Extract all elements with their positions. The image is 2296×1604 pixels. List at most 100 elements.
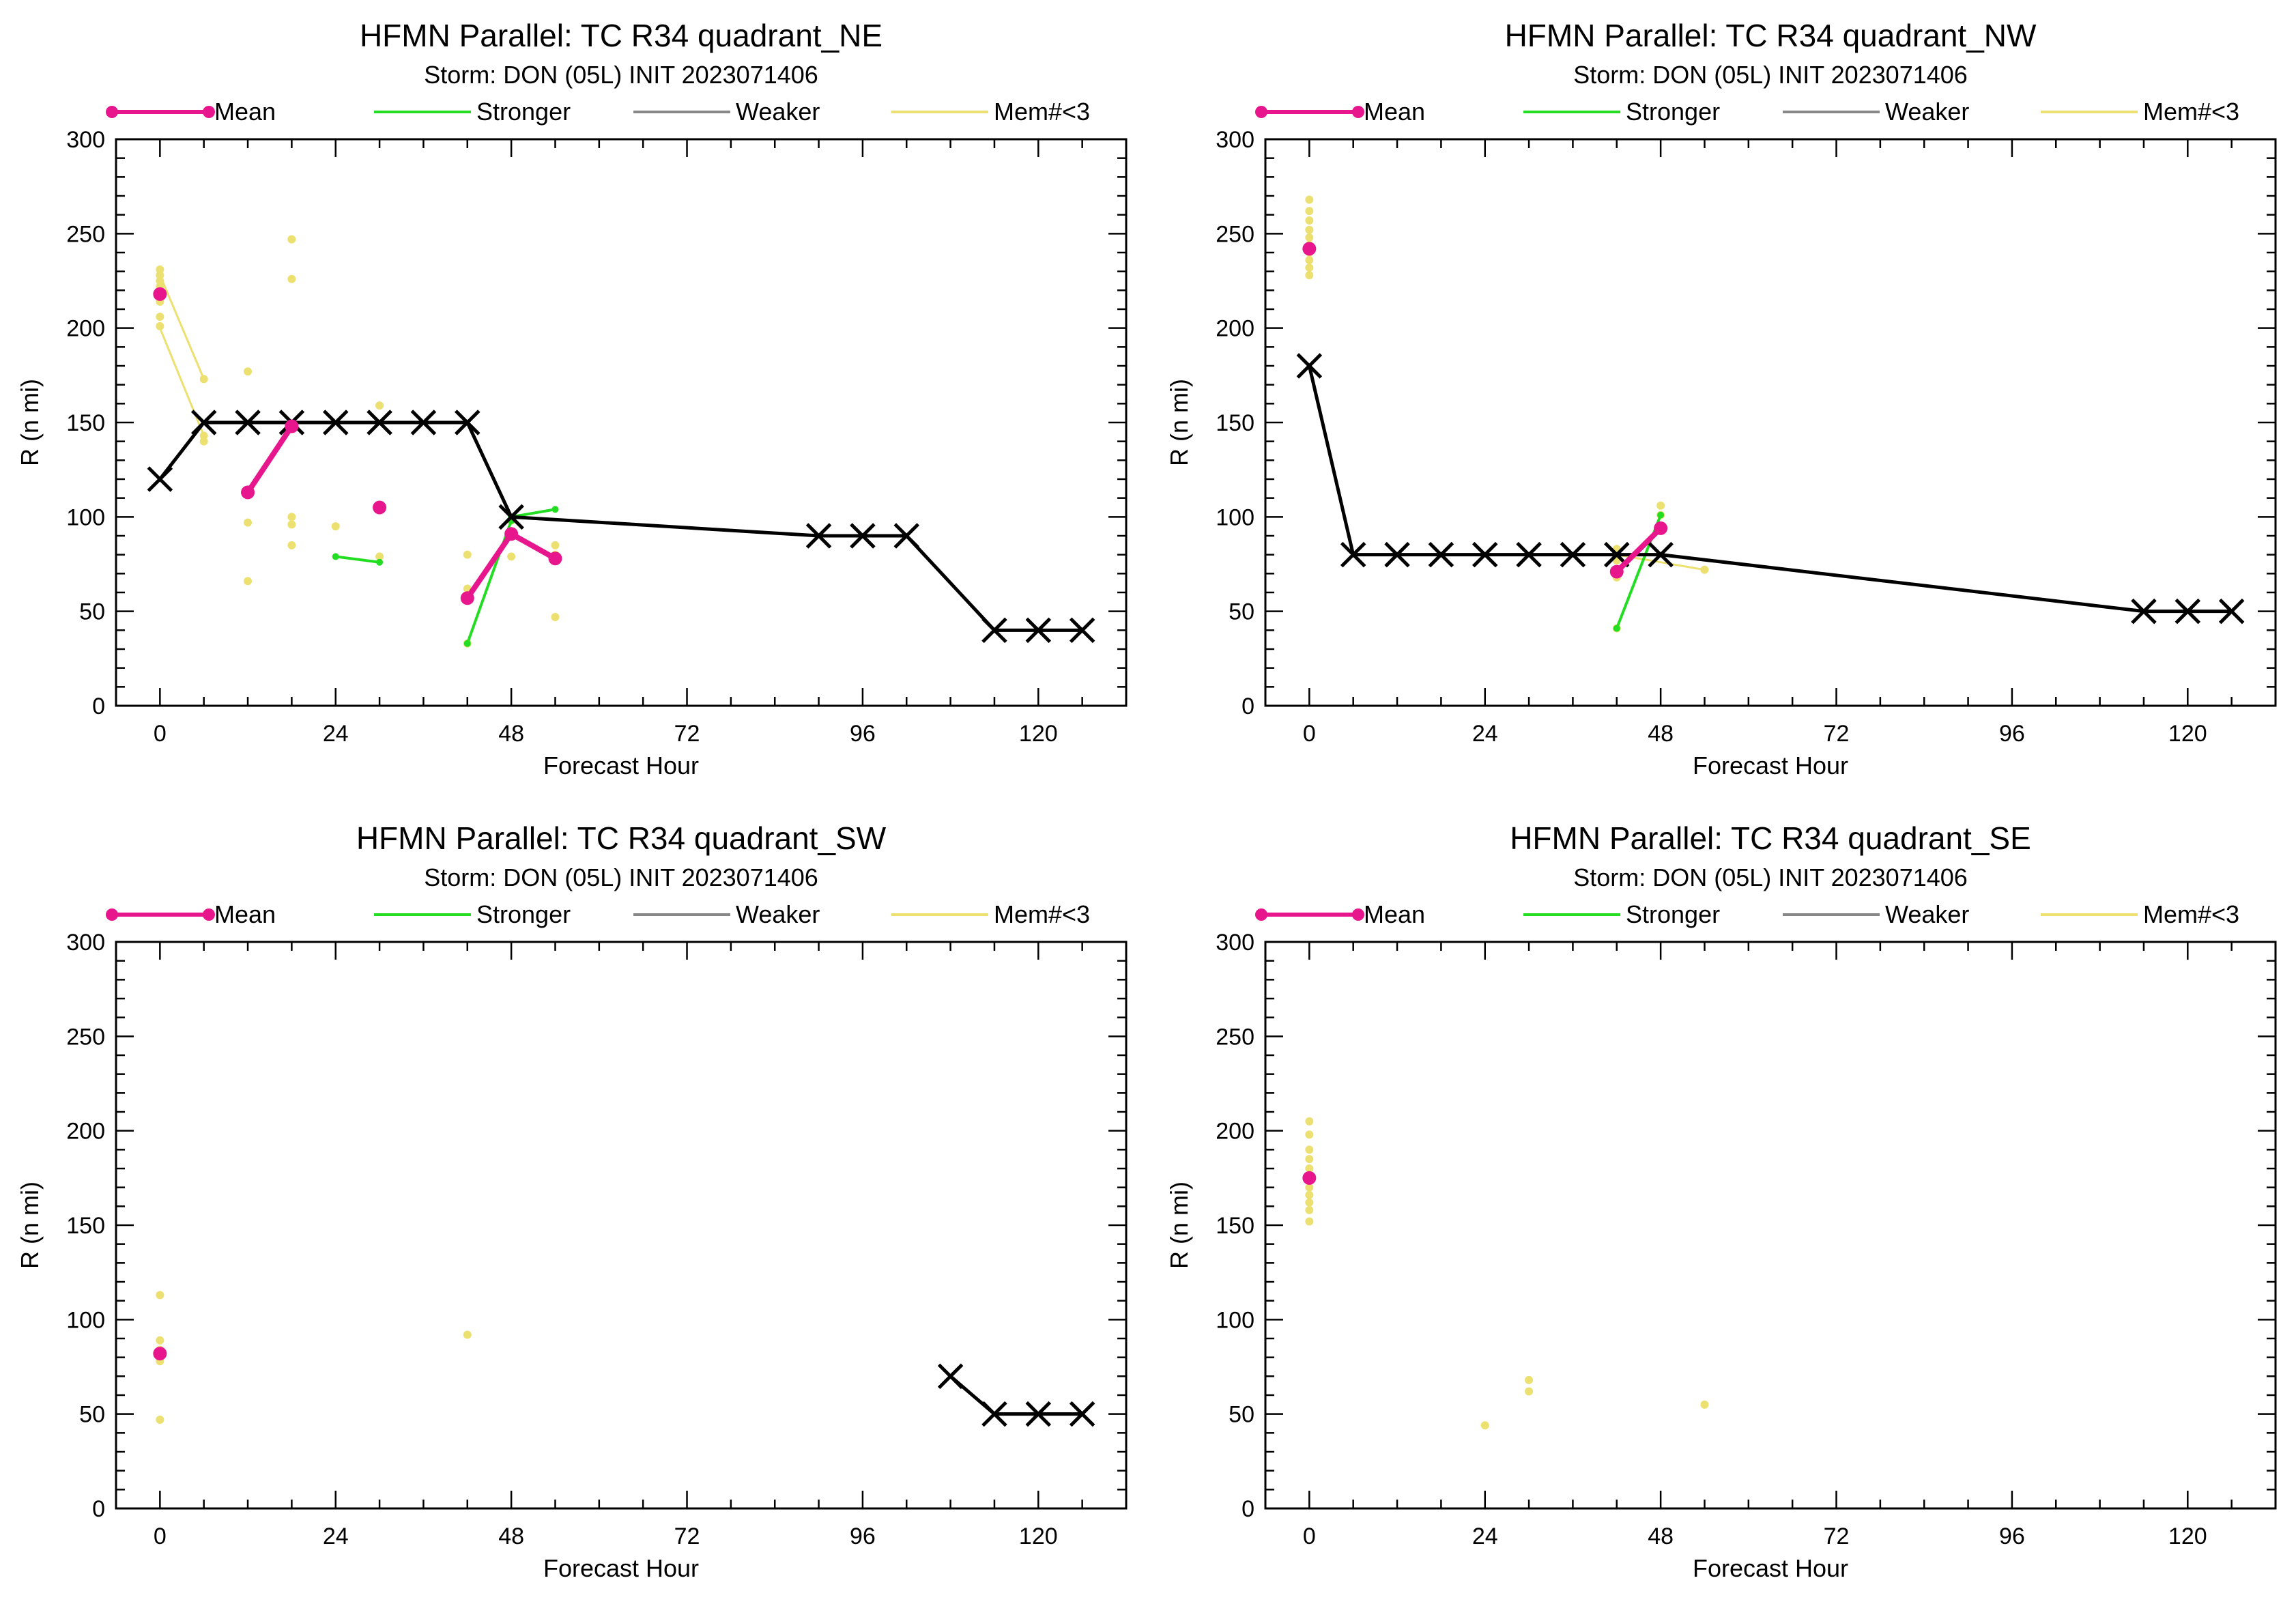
member-point xyxy=(1700,565,1709,574)
member-point xyxy=(1305,1164,1314,1173)
y-axis-label: R (n mi) xyxy=(16,379,44,466)
y-tick-label: 0 xyxy=(1242,1496,1254,1522)
member-point xyxy=(1305,1217,1314,1226)
member-line xyxy=(158,274,205,379)
best-track-marker xyxy=(1472,541,1498,568)
legend-label-mem: Mem#<3 xyxy=(994,900,1090,928)
best-track-marker-stroke xyxy=(498,504,524,530)
best-track-marker xyxy=(981,1401,1007,1427)
x-tick-label: 24 xyxy=(1472,721,1498,747)
mean-point xyxy=(153,287,167,301)
y-tick-label: 200 xyxy=(66,1119,105,1145)
y-tick-label: 300 xyxy=(66,930,105,956)
mean-point xyxy=(548,552,562,566)
y-tick-label: 250 xyxy=(1216,221,1254,247)
x-tick-label: 48 xyxy=(498,721,524,747)
member-point xyxy=(287,520,296,529)
legend-label-stronger: Stronger xyxy=(1626,98,1720,126)
best-track-marker-stroke xyxy=(1648,541,1674,568)
chart-title: HFMN Parallel: TC R34 quadrant_SE xyxy=(1510,820,2031,856)
member-point xyxy=(1305,1145,1314,1154)
legend-label-weaker: Weaker xyxy=(1885,98,1969,126)
member-point xyxy=(1305,271,1314,280)
member-point xyxy=(287,274,296,283)
best-track-marker-stroke xyxy=(1069,617,1095,644)
y-tick-label: 0 xyxy=(92,1496,105,1522)
member-point xyxy=(156,313,164,321)
best-track-marker-stroke xyxy=(322,410,349,435)
member-point xyxy=(331,522,340,531)
x-tick-label: 0 xyxy=(1303,1523,1316,1549)
best-track-marker xyxy=(498,504,524,530)
x-axis-label: Forecast Hour xyxy=(1693,1554,1848,1582)
best-track-marker-stroke xyxy=(1560,541,1586,568)
member-point xyxy=(1700,1400,1709,1409)
y-tick-label: 100 xyxy=(1216,1307,1254,1333)
best-track-marker xyxy=(1069,617,1095,644)
member-point xyxy=(1305,263,1314,272)
stronger-point xyxy=(332,553,339,560)
best-track-marker xyxy=(937,1363,964,1390)
best-track-marker xyxy=(147,466,173,492)
mean-point xyxy=(1302,242,1317,256)
best-track-marker-stroke xyxy=(367,410,392,435)
member-point xyxy=(287,513,296,521)
best-track-marker xyxy=(410,410,437,435)
best-track-marker xyxy=(1428,541,1454,568)
best-track-marker-stroke xyxy=(190,410,217,435)
x-axis-label: Forecast Hour xyxy=(1693,751,1848,779)
best-track-marker-stroke xyxy=(937,1363,964,1390)
legend-label-mean: Mean xyxy=(214,98,276,126)
best-track-marker xyxy=(2131,598,2157,625)
mean-point xyxy=(241,485,255,500)
member-point xyxy=(1305,256,1314,265)
mean-point xyxy=(1654,521,1668,535)
y-tick-label: 150 xyxy=(66,1213,105,1239)
best-track-marker xyxy=(2175,598,2201,625)
best-track-marker xyxy=(1516,541,1542,568)
legend-swatch-dot xyxy=(1352,106,1364,118)
y-tick-label: 250 xyxy=(66,221,105,247)
x-tick-label: 24 xyxy=(323,1523,349,1549)
best-track-marker xyxy=(805,523,832,549)
best-track-marker-stroke xyxy=(805,523,832,549)
ticks xyxy=(1264,941,2277,1510)
member-point xyxy=(156,1415,164,1424)
best-track-marker-stroke xyxy=(1428,541,1454,568)
y-tick-label: 200 xyxy=(66,316,105,342)
member-point xyxy=(156,276,164,285)
x-tick-label: 120 xyxy=(2168,1523,2207,1549)
y-axis-label: R (n mi) xyxy=(1165,1181,1193,1269)
y-tick-label: 100 xyxy=(66,1307,105,1333)
member-point xyxy=(156,1336,164,1345)
y-tick-label: 150 xyxy=(1216,410,1254,436)
member-point xyxy=(1305,233,1314,242)
best-track-marker-stroke xyxy=(2218,598,2245,625)
y-tick-label: 50 xyxy=(79,1402,105,1428)
x-tick-label: 48 xyxy=(1648,1523,1674,1549)
best-track-marker-stroke xyxy=(1025,617,1052,644)
best-track-marker-stroke xyxy=(850,523,876,549)
y-tick-label: 150 xyxy=(66,410,105,436)
mean-point xyxy=(285,419,299,433)
mean-point xyxy=(153,1347,167,1361)
best-track-marker xyxy=(1384,541,1410,568)
member-point xyxy=(1305,207,1314,216)
member-point xyxy=(1305,1205,1314,1214)
y-tick-label: 100 xyxy=(66,504,105,530)
best-track-marker-stroke xyxy=(455,410,480,435)
stronger-line xyxy=(335,555,380,564)
y-axis-label: R (n mi) xyxy=(16,1181,44,1269)
member-point xyxy=(244,577,253,586)
member-point xyxy=(287,541,296,549)
member-point xyxy=(463,1330,472,1339)
best-track-marker-stroke xyxy=(147,466,173,492)
ticks xyxy=(115,138,1128,707)
best-track-marker-stroke xyxy=(893,523,920,549)
legend-label-weaker: Weaker xyxy=(736,98,820,126)
member-line xyxy=(158,328,205,436)
legend-swatch-dot xyxy=(203,106,215,118)
mean-point xyxy=(373,500,387,515)
panel-nw: HFMN Parallel: TC R34 quadrant_NW Storm: … xyxy=(1165,18,2277,779)
x-axis-label: Forecast Hour xyxy=(543,1554,699,1582)
